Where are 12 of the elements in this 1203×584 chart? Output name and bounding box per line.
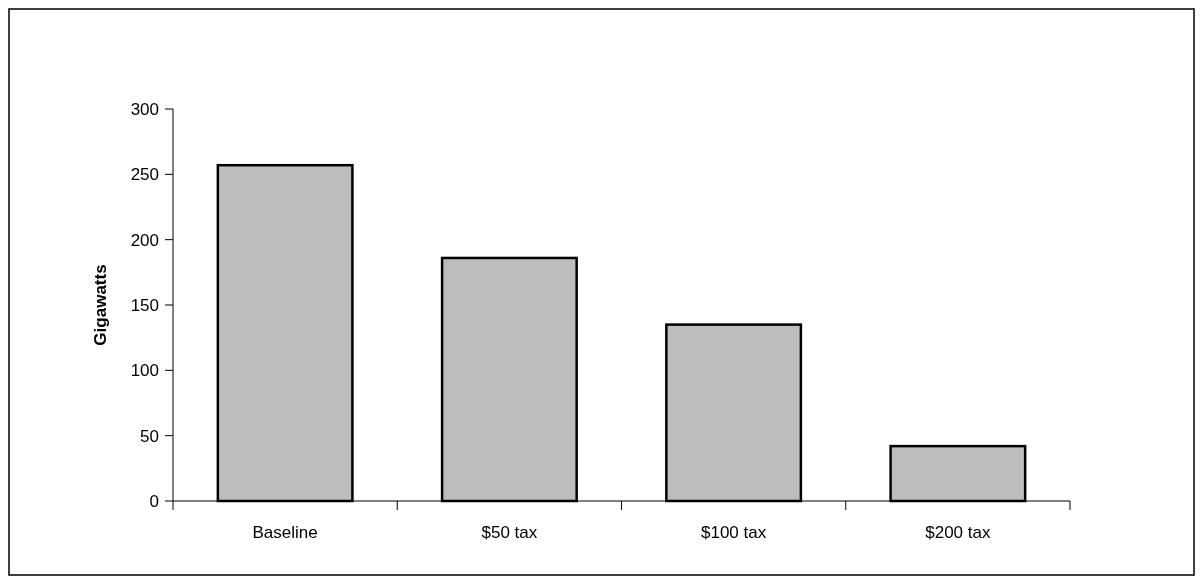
x-tick-label: $50 tax — [481, 523, 538, 542]
y-tick-label: 300 — [130, 99, 159, 119]
y-tick-label: 100 — [130, 361, 159, 381]
x-tick-label: $100 tax — [701, 523, 767, 542]
y-tick-label: 150 — [130, 295, 159, 315]
y-axis-title: Gigawatts — [91, 264, 110, 346]
x-tick-label: Baseline — [252, 523, 318, 542]
y-tick-label: 50 — [140, 426, 159, 446]
y-tick-label: 0 — [149, 491, 159, 511]
x-tick-label: $200 tax — [925, 523, 991, 542]
y-tick-label: 200 — [130, 230, 159, 250]
y-tick-label: 250 — [130, 165, 159, 185]
